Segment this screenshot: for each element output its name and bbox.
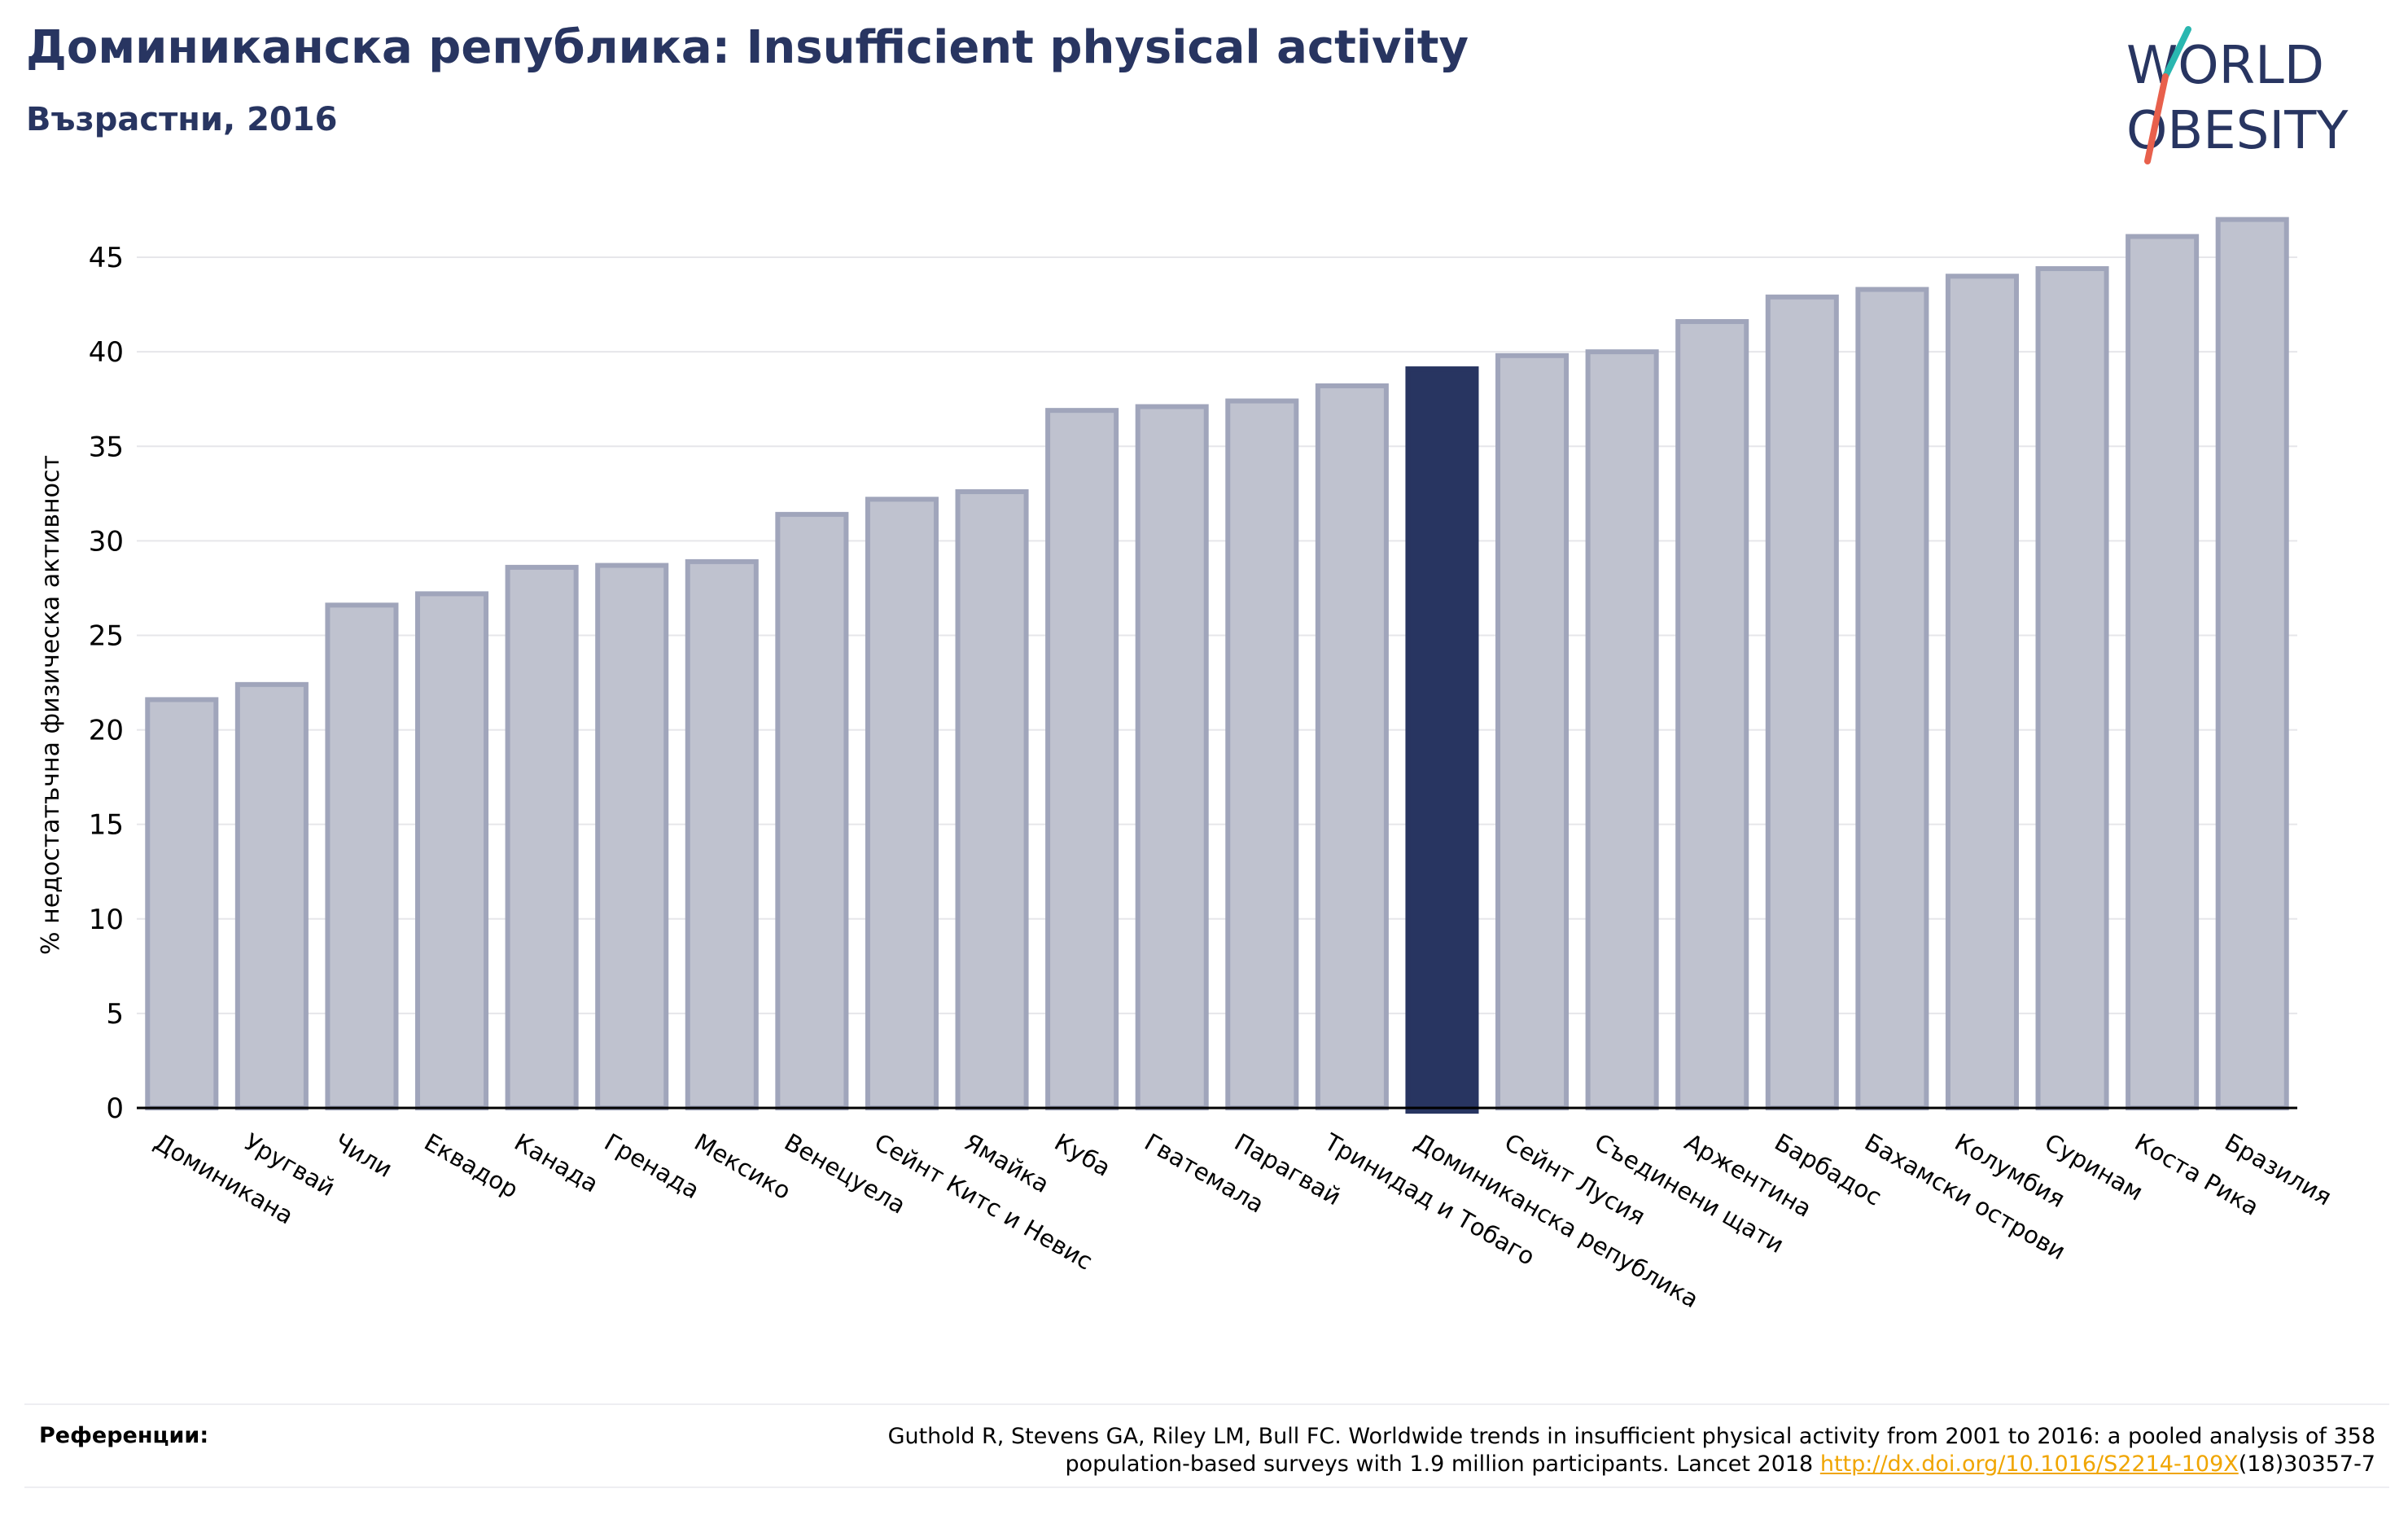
y-tick-label: 15: [89, 809, 124, 842]
bar: [1945, 274, 2019, 1110]
bar: [1585, 349, 1659, 1110]
bar: [415, 591, 489, 1110]
bars: [145, 217, 2289, 1114]
references-doi-link[interactable]: http://dx.doi.org/10.1016/S2214-109X: [1819, 1451, 2239, 1477]
bar: [1315, 383, 1389, 1110]
y-tick-label: 40: [89, 336, 124, 369]
world-obesity-logo: WORLD OBESITY: [2126, 26, 2349, 164]
bar: [1495, 352, 1570, 1110]
y-tick-label: 25: [89, 620, 124, 652]
bar: [1225, 398, 1299, 1110]
bar: [775, 511, 849, 1110]
footer-divider-top: [24, 1403, 2389, 1405]
y-tick-label: 45: [89, 242, 124, 274]
bar: [325, 602, 399, 1110]
bar: [595, 563, 669, 1110]
bar-highlighted: [1405, 366, 1479, 1114]
bar: [1045, 408, 1119, 1111]
footer-divider-bottom: [24, 1486, 2389, 1488]
y-tick-label: 10: [89, 904, 124, 936]
grid-lines: [137, 256, 2297, 1014]
bar: [1675, 319, 1749, 1110]
bar: [1855, 287, 1929, 1110]
bar: [1765, 294, 1839, 1110]
bar: [865, 497, 939, 1110]
y-tick-label: 0: [106, 1092, 124, 1125]
bar: [2035, 265, 2109, 1111]
references-label: Референции:: [39, 1423, 209, 1448]
chart-subtitle: Възрастни, 2016: [26, 101, 338, 138]
x-tick-label: Мексико: [690, 1128, 795, 1206]
y-tick-label: 35: [89, 431, 124, 463]
y-tick-label: 20: [89, 715, 124, 747]
x-tick-label: Куба: [1050, 1128, 1116, 1182]
references-line2: population-based surveys with 1.9 millio…: [1065, 1451, 1820, 1477]
references-line1: Guthold R, Stevens GA, Riley LM, Bull FC…: [887, 1424, 2375, 1449]
x-tick-label: Чили: [330, 1128, 397, 1184]
bar: [234, 681, 309, 1110]
logo-line1: WORLD: [2126, 36, 2324, 96]
bar: [2215, 217, 2289, 1111]
y-tick-labels: 0 5 10 15 20 25 30 35 40 45: [89, 242, 124, 1125]
y-tick-label: 5: [106, 998, 124, 1031]
bar: [505, 564, 579, 1110]
chart-title: Доминиканска република: Insufficient phy…: [26, 21, 1469, 74]
bar: [1135, 404, 1209, 1110]
logo-line2: OBESITY: [2126, 101, 2349, 161]
y-axis-label: % недостатъчна физическа активност: [37, 455, 65, 955]
references-text: Guthold R, Stevens GA, Riley LM, Bull FC…: [503, 1423, 2375, 1478]
y-tick-label: 30: [89, 525, 124, 558]
x-tick-label: Канада: [510, 1128, 603, 1198]
bar: [955, 488, 1029, 1110]
bar: [145, 697, 219, 1111]
bar: [2126, 234, 2200, 1110]
x-tick-label: Гренада: [600, 1128, 704, 1205]
bar: [685, 558, 759, 1110]
references-suffix: (18)30357-7: [2238, 1451, 2375, 1477]
x-tick-label: Еквадор: [420, 1128, 523, 1204]
